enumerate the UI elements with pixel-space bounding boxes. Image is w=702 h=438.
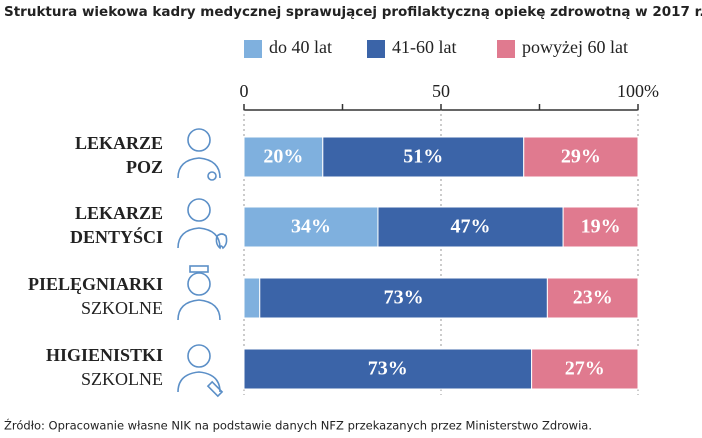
bar-segment	[243, 206, 379, 248]
y-tick-label: SZKOLNE	[81, 369, 163, 389]
legend-swatch	[497, 40, 515, 58]
y-tick-label: PIELĘGNIARKI	[28, 274, 163, 294]
legend-swatch	[367, 40, 385, 58]
bar-segment	[243, 136, 324, 178]
icon-dentist	[177, 198, 228, 250]
x-tick-label: 0	[240, 81, 249, 101]
bar-segment	[523, 136, 639, 178]
y-tick-label: HIGIENISTKI	[46, 345, 163, 365]
y-tick-label: LEKARZE	[75, 133, 163, 153]
data-label: 73%	[368, 358, 408, 380]
data-label: 34%	[291, 216, 331, 238]
bar-segment	[322, 136, 525, 178]
bar-segment	[531, 348, 639, 390]
chart-title: Struktura wiekowa kadry medycznej sprawu…	[4, 4, 702, 20]
y-tick-label: DENTYŚCI	[70, 226, 163, 247]
legend-label: powyżej 60 lat	[522, 37, 628, 57]
bar-segment	[243, 277, 261, 319]
data-label: 29%	[561, 146, 601, 168]
data-label: 73%	[384, 287, 424, 309]
data-label: 20%	[263, 146, 303, 168]
y-tick-label: SZKOLNE	[81, 298, 163, 318]
x-tick-label: 50	[432, 81, 450, 101]
data-label: 23%	[573, 287, 613, 309]
bar-segment	[259, 277, 548, 319]
x-tick-label: 100%	[617, 81, 659, 101]
legend-label: 41-60 lat	[392, 37, 457, 57]
icon-nurse	[177, 265, 221, 321]
icon-hygienist	[177, 344, 224, 398]
y-tick-label: LEKARZE	[75, 203, 163, 223]
icons	[177, 128, 228, 398]
bar-segment	[562, 206, 639, 248]
data-label: 51%	[403, 146, 443, 168]
source-note: Źródło: Opracowanie własne NIK na podsta…	[4, 418, 592, 433]
data-label: 19%	[581, 216, 621, 238]
bar-segment	[546, 277, 639, 319]
y-tick-label: POZ	[126, 157, 163, 177]
data-label: 27%	[565, 358, 605, 380]
data-label: 47%	[451, 216, 491, 238]
bar-segment	[377, 206, 564, 248]
icon-doctor	[177, 128, 221, 181]
legend-label: do 40 lat	[269, 37, 332, 57]
legend-swatch	[244, 40, 262, 58]
